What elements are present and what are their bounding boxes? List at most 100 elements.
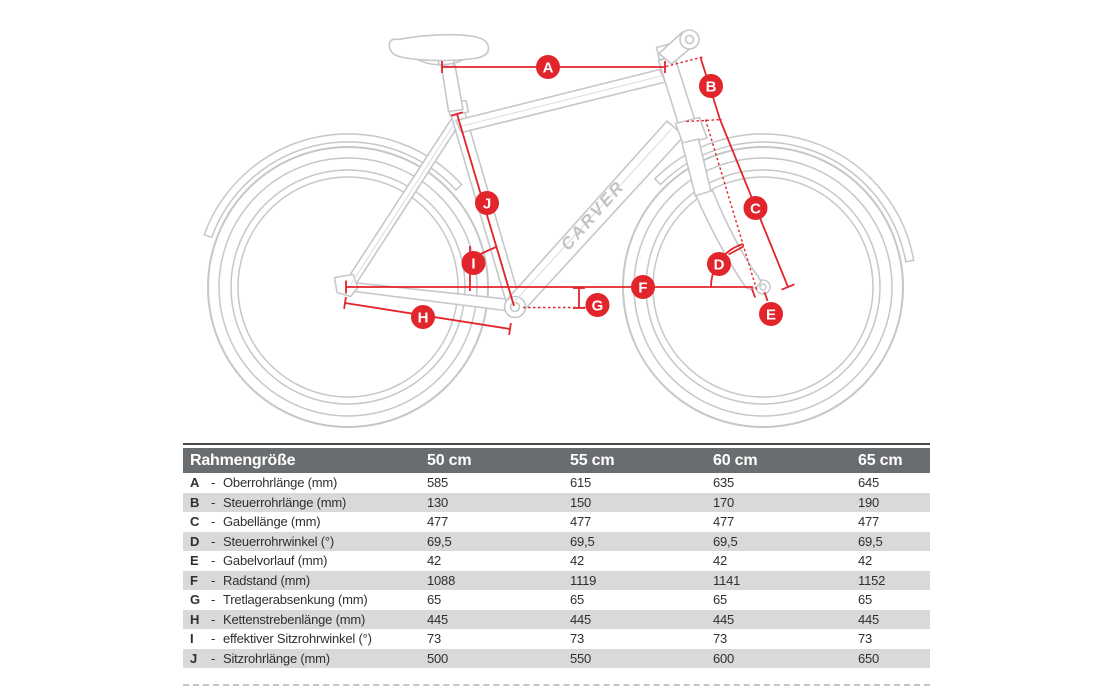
marker-j-label: J: [483, 195, 491, 212]
front-fender: [653, 133, 915, 263]
cell-value: 69,5: [858, 533, 883, 549]
cell-value: 477: [713, 514, 735, 529]
row-key: J: [190, 650, 198, 666]
marker-d-badge: [707, 252, 731, 276]
table-header-framesize: Rahmengröße: [190, 452, 296, 469]
cell-value: 150: [570, 494, 592, 510]
table-body: A - Oberrohrlänge (mm) 585 615 635 645 B - Steuer…: [183, 473, 930, 668]
table-header-size-65: 65 cm: [858, 452, 903, 469]
fork-lower-leg: [695, 189, 762, 290]
row-key: I: [190, 631, 194, 646]
cell-value: 550: [570, 650, 592, 666]
table-row: J - Sitzrohrlänge (mm) 500 550 600 650: [183, 648, 930, 669]
measurement-badges: A B C D E F G H I J: [411, 55, 783, 329]
row-label: H - Kettenstrebenlänge (mm): [183, 610, 420, 630]
brand-logo-text: CARVER: [557, 177, 629, 255]
row-label: E - Gabelvorlauf (mm): [183, 551, 420, 571]
bike-artwork: CARVER: [203, 29, 915, 428]
row-label-text: Radstand (mm): [223, 572, 310, 588]
cell-value: 477: [570, 514, 592, 529]
row-label: J - Sitzrohrlänge (mm): [183, 649, 420, 669]
measure-f-line: [345, 280, 753, 294]
cell-value: 1119: [570, 572, 597, 588]
row-key: H: [190, 611, 200, 627]
saddle-rails: [416, 58, 464, 66]
cell-value: 42: [713, 553, 728, 568]
table-header-size-55: 55 cm: [570, 452, 615, 469]
cell-value: 1152: [858, 572, 886, 588]
cell-value: 65: [713, 592, 728, 607]
marker-e-badge: [759, 302, 783, 326]
marker-i-badge: [461, 251, 486, 275]
row-label-text: effektiver Sitzrohrwinkel (°): [223, 631, 372, 646]
row-label: I - effektiver Sitzrohrwinkel (°): [183, 629, 420, 649]
marker-i-label: I: [471, 255, 475, 272]
geometry-table: Rahmengröße 50 cm 55 cm 60 cm 65 cm A - Ob…: [183, 443, 930, 668]
row-key: F: [190, 572, 198, 588]
row-key-separator: -: [211, 514, 216, 529]
fork-crown: [674, 116, 708, 145]
marker-c-label: C: [750, 200, 761, 217]
cell-value: 190: [858, 494, 880, 510]
cell-value: 635: [713, 475, 735, 490]
seatpost: [440, 62, 464, 113]
row-label: A - Oberrohrlänge (mm): [183, 473, 420, 493]
marker-h-badge: [411, 305, 435, 329]
cell-value: 445: [713, 611, 735, 627]
row-key-separator: -: [211, 592, 216, 607]
table-row: F - Radstand (mm) 1088 1119 1141 1152: [183, 570, 930, 591]
row-key-separator: -: [211, 631, 216, 646]
row-label: D - Steuerrohrwinkel (°): [183, 532, 420, 552]
marker-b-badge: [699, 74, 723, 98]
cell-value: 477: [858, 514, 880, 529]
cell-value: 585: [427, 475, 449, 490]
marker-b-label: B: [706, 78, 717, 95]
cell-value: 42: [427, 553, 442, 568]
measure-g-line: [523, 287, 589, 309]
row-key: G: [190, 592, 200, 607]
saddle: [388, 33, 490, 62]
marker-a-badge: [536, 55, 560, 79]
marker-c-badge: [743, 196, 768, 220]
rear-fender: [203, 133, 463, 239]
cell-value: 73: [858, 631, 873, 646]
table-row: A - Oberrohrlänge (mm) 585 615 635 645: [183, 473, 930, 493]
table-header-row: Rahmengröße 50 cm 55 cm 60 cm 65 cm: [183, 448, 930, 473]
table-row: B - Steuerrohrlänge (mm) 130 150 170 190: [183, 492, 930, 513]
table-row: G - Tretlagerabsenkung (mm) 65 65 65 65: [183, 590, 930, 610]
cell-value: 73: [427, 631, 442, 646]
row-key-separator: -: [211, 553, 216, 568]
cell-value: 650: [858, 650, 880, 666]
row-label: B - Steuerrohrlänge (mm): [183, 493, 420, 513]
row-key: D: [190, 533, 200, 549]
row-label-text: Steuerrohrlänge (mm): [223, 494, 347, 510]
table-header-size-60: 60 cm: [713, 452, 758, 469]
row-label: F - Radstand (mm): [183, 571, 420, 591]
row-key: C: [190, 514, 200, 529]
cell-value: 600: [713, 650, 735, 666]
row-key: B: [190, 494, 200, 510]
marker-d-label: D: [714, 256, 725, 273]
bike-diagram: CARVER: [203, 29, 915, 428]
row-label-text: Sitzrohrlänge (mm): [223, 650, 330, 666]
cell-value: 69,5: [427, 533, 452, 549]
row-label-text: Steuerrohrwinkel (°): [223, 533, 335, 549]
cell-value: 69,5: [570, 533, 595, 549]
table-row: I - effektiver Sitzrohrwinkel (°) 73 73 73 73: [183, 629, 930, 649]
cell-value: 477: [427, 514, 449, 529]
row-key-separator: -: [211, 533, 216, 549]
row-key-separator: -: [211, 611, 216, 627]
cell-value: 445: [427, 611, 449, 627]
table-row: D - Steuerrohrwinkel (°) 69,5 69,5 69,5 69,5: [183, 531, 930, 552]
marker-h-label: H: [418, 309, 429, 326]
table-row: C - Gabellänge (mm) 477 477 477 477: [183, 512, 930, 532]
marker-e-label: E: [766, 306, 776, 323]
cell-value: 42: [570, 553, 585, 568]
cell-value: 130: [427, 494, 449, 510]
row-label: C - Gabellänge (mm): [183, 512, 420, 532]
cell-value: 615: [570, 475, 592, 490]
cell-value: 1141: [713, 572, 741, 588]
row-label-text: Tretlagerabsenkung (mm): [223, 592, 368, 607]
cell-value: 500: [427, 650, 449, 666]
row-key: A: [190, 475, 200, 490]
